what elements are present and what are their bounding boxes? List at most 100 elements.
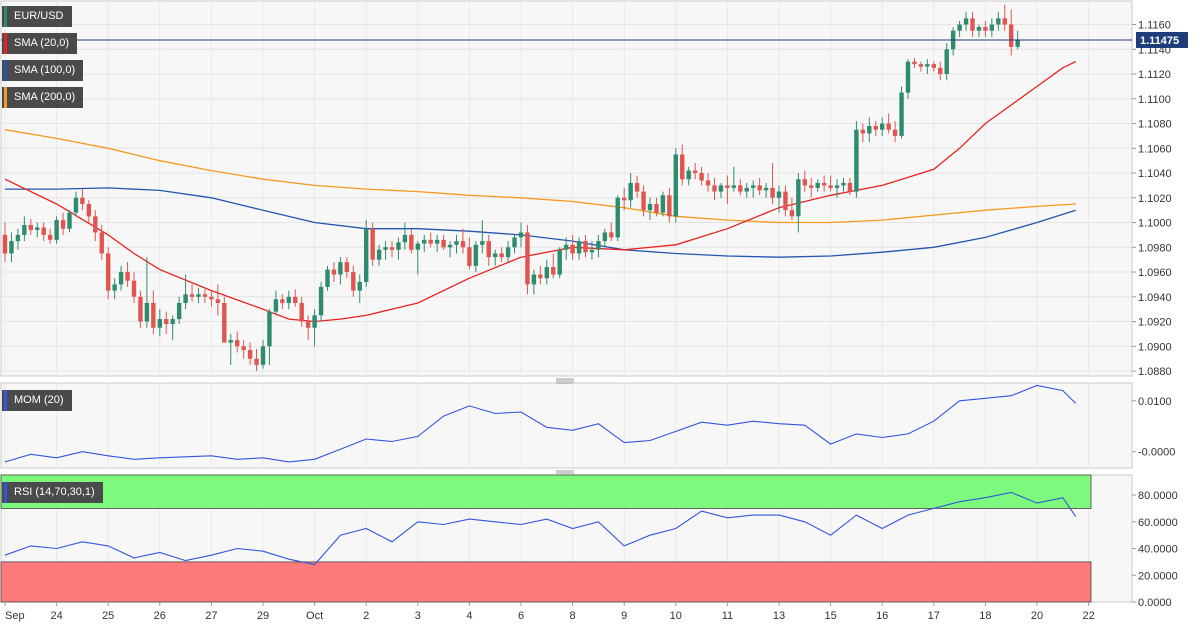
candle — [692, 163, 698, 180]
candle — [1009, 9, 1014, 56]
symbol-legend[interactable]: EUR/USD — [2, 6, 72, 27]
candle — [196, 288, 201, 303]
candle — [815, 179, 820, 192]
candle — [493, 249, 498, 266]
sma200-swatch — [4, 87, 7, 108]
candle — [99, 225, 104, 260]
candle — [473, 241, 479, 273]
candle-body — [447, 244, 453, 248]
symbol-swatch — [4, 6, 7, 27]
candle — [441, 234, 446, 250]
candle — [467, 237, 472, 270]
candle — [118, 265, 124, 291]
candle — [422, 234, 427, 253]
candle-body — [757, 185, 762, 191]
candle-body — [60, 220, 66, 229]
candle — [434, 234, 440, 253]
mom-label: MOM (20) — [14, 394, 64, 406]
sma200-line — [4, 129, 1076, 224]
candle-body — [357, 281, 362, 291]
candle — [376, 244, 382, 266]
candle — [622, 187, 627, 211]
candle — [525, 225, 530, 295]
candle-body — [144, 302, 150, 322]
candle — [2, 222, 8, 263]
candle — [602, 228, 608, 248]
candle — [776, 185, 782, 213]
x-tick-label: 2 — [363, 610, 369, 622]
candle-body — [118, 272, 124, 285]
candle-body — [505, 247, 511, 258]
candle-body — [164, 319, 169, 325]
candle-body — [273, 299, 279, 312]
candle-body — [305, 321, 311, 328]
candle — [538, 265, 543, 285]
x-tick-label: 10 — [670, 610, 682, 622]
candle-body — [157, 319, 162, 328]
candle-body — [202, 294, 208, 297]
candle — [770, 163, 775, 204]
candle — [389, 241, 395, 258]
mom-panel-bg — [0, 382, 1133, 469]
candle-body — [738, 185, 743, 192]
candle-body — [531, 274, 537, 285]
candle-body — [86, 203, 92, 217]
x-tick-label: 4 — [466, 610, 472, 622]
candle — [357, 274, 362, 303]
candle — [841, 177, 846, 192]
candle — [415, 241, 420, 275]
candle — [86, 200, 92, 223]
candle-body — [892, 129, 898, 136]
candle — [112, 278, 117, 300]
x-tick-label: 29 — [257, 610, 269, 622]
candle-body — [235, 340, 240, 347]
rsi-legend[interactable]: RSI (14,70,30,1) — [2, 482, 103, 503]
candle — [383, 241, 388, 260]
x-tick-label: 22 — [1082, 610, 1094, 622]
candle-body — [73, 197, 79, 213]
candle-body — [499, 253, 504, 258]
candle-body — [725, 185, 730, 188]
x-tick-label: 13 — [773, 610, 785, 622]
candle-body — [112, 284, 117, 291]
candle — [202, 289, 208, 303]
candle — [970, 12, 975, 37]
candle-body — [783, 191, 788, 211]
candle-body — [763, 187, 769, 191]
candle — [886, 113, 891, 134]
x-tick-label: 18 — [979, 610, 991, 622]
candle — [28, 218, 33, 235]
candle — [628, 173, 633, 208]
mom-legend[interactable]: MOM (20) — [2, 390, 72, 411]
panel-resize-handle[interactable] — [556, 378, 574, 384]
candle-body — [628, 182, 633, 201]
candle-body — [918, 64, 924, 67]
sma20-swatch — [4, 33, 7, 54]
candle — [60, 212, 66, 235]
candle-body — [318, 286, 324, 316]
candle — [938, 61, 943, 81]
sma200-legend[interactable]: SMA (200,0) — [2, 87, 84, 108]
candle — [596, 234, 601, 258]
candle — [641, 185, 646, 217]
sma20-legend[interactable]: SMA (20,0) — [2, 33, 78, 54]
candle — [144, 257, 150, 328]
sma100-label: SMA (100,0) — [14, 64, 76, 76]
candle — [983, 20, 988, 37]
candle-body — [331, 269, 337, 275]
candle-body — [938, 67, 943, 75]
candle-body — [241, 346, 246, 351]
candle — [744, 182, 749, 198]
rsi-line — [4, 491, 1077, 566]
candle — [22, 216, 27, 242]
candle — [557, 247, 562, 279]
candle-body — [970, 18, 975, 31]
panel-resize-handle[interactable] — [556, 470, 574, 476]
candle — [757, 177, 762, 196]
candle-body — [912, 61, 917, 65]
candle-body — [293, 296, 298, 303]
sma100-swatch — [4, 60, 7, 81]
sma100-legend[interactable]: SMA (100,0) — [2, 60, 84, 81]
mom-swatch — [4, 390, 7, 411]
